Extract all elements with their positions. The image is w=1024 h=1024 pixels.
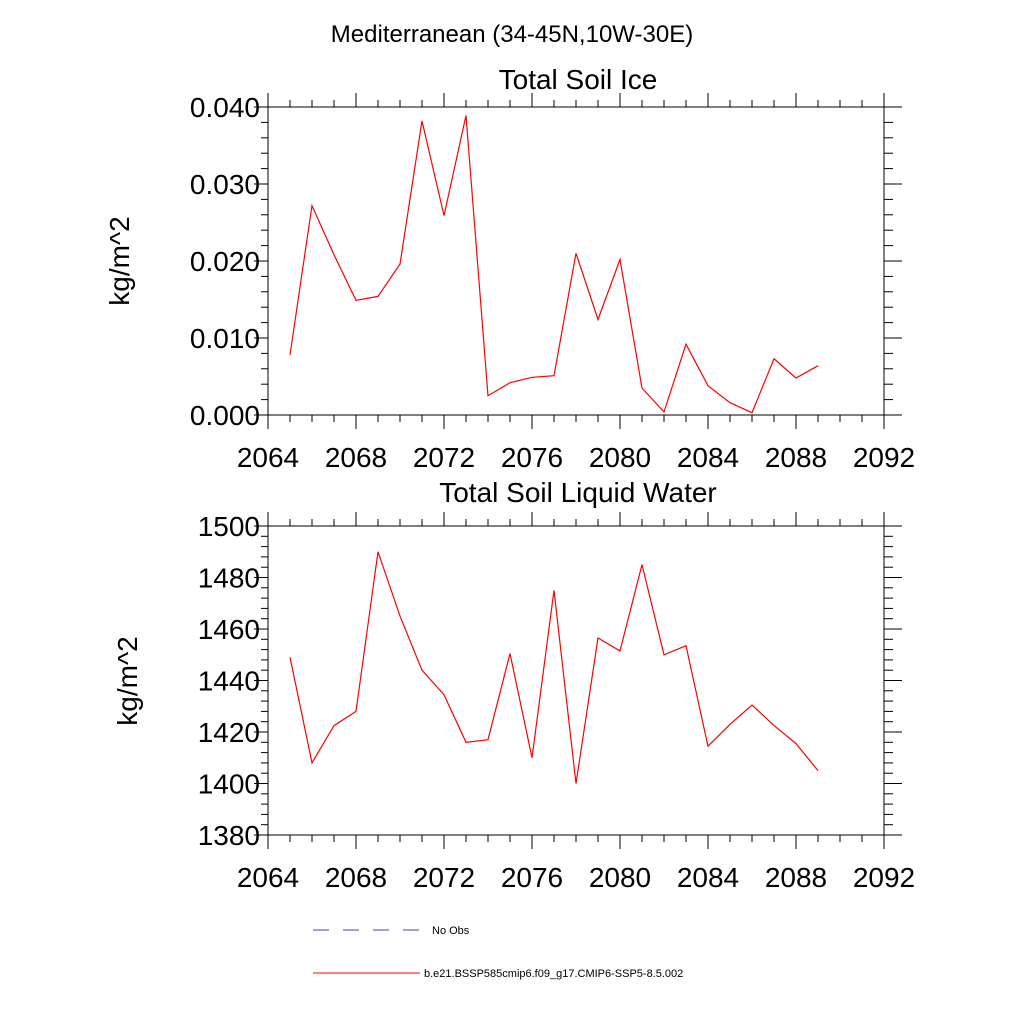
x-tick-label: 2072: [413, 862, 475, 893]
series-line: [289, 551, 819, 784]
x-tick-label: 2064: [237, 442, 299, 473]
y-tick-label: 0.020: [190, 246, 260, 277]
x-tick-label: 2068: [325, 862, 387, 893]
x-tick-label: 2076: [501, 862, 563, 893]
x-tick-label: 2064: [237, 862, 299, 893]
legend-label-model-run: b.e21.BSSP585cmip6.f09_g17.CMIP6-SSP5-8.…: [424, 968, 683, 980]
x-tick-label: 2076: [501, 442, 563, 473]
y-tick-label: 0.000: [190, 400, 260, 431]
panel-title: Total Soil Ice: [499, 64, 658, 95]
panel-title: Total Soil Liquid Water: [439, 477, 717, 508]
y-tick-label: 0.010: [190, 323, 260, 354]
x-tick-label: 2080: [589, 862, 651, 893]
x-tick-label: 2084: [677, 862, 739, 893]
y-tick-label: 1440: [198, 666, 260, 697]
plot-frame: [267, 106, 885, 416]
x-tick-label: 2068: [325, 442, 387, 473]
y-tick-label: 0.040: [190, 92, 260, 123]
y-tick-label: 1420: [198, 717, 260, 748]
legend-label-no-obs: No Obs: [432, 925, 470, 937]
x-tick-label: 2080: [589, 442, 651, 473]
y-tick-label: 1400: [198, 769, 260, 800]
y-tick-label: 1460: [198, 614, 260, 645]
x-tick-label: 2084: [677, 442, 739, 473]
x-tick-label: 2088: [765, 442, 827, 473]
x-tick-label: 2092: [853, 442, 915, 473]
y-tick-label: 1500: [198, 511, 260, 542]
y-axis-label: kg/m^2: [112, 636, 143, 725]
y-tick-label: 1380: [198, 820, 260, 851]
series-line: [289, 115, 819, 414]
x-tick-label: 2072: [413, 442, 475, 473]
y-tick-label: 1480: [198, 563, 260, 594]
x-tick-label: 2092: [853, 862, 915, 893]
x-tick-label: 2088: [765, 862, 827, 893]
page-title: Mediterranean (34-45N,10W-30E): [331, 21, 693, 48]
panel-total-soil-liquid-water: Total Soil Liquid Water kg/m^2 2064 2068 2…: [112, 477, 915, 893]
panel-total-soil-ice: Total Soil Ice kg/m^2 2064 2068 2072 2076 20…: [104, 64, 915, 473]
y-tick-label: 0.030: [190, 169, 260, 200]
y-axis-label: kg/m^2: [104, 216, 135, 305]
legend: No Obs b.e21.BSSP585cmip6.f09_g17.CMIP6-…: [313, 925, 683, 980]
